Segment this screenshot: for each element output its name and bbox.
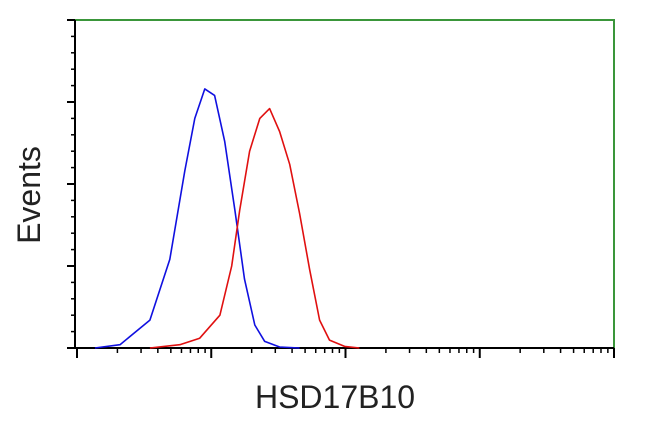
histogram-line <box>149 107 360 349</box>
histogram-line <box>94 88 300 349</box>
y-axis-label: Events <box>11 146 47 244</box>
plot-frame <box>74 19 615 349</box>
x-axis-label: HSD17B10 <box>255 379 415 415</box>
